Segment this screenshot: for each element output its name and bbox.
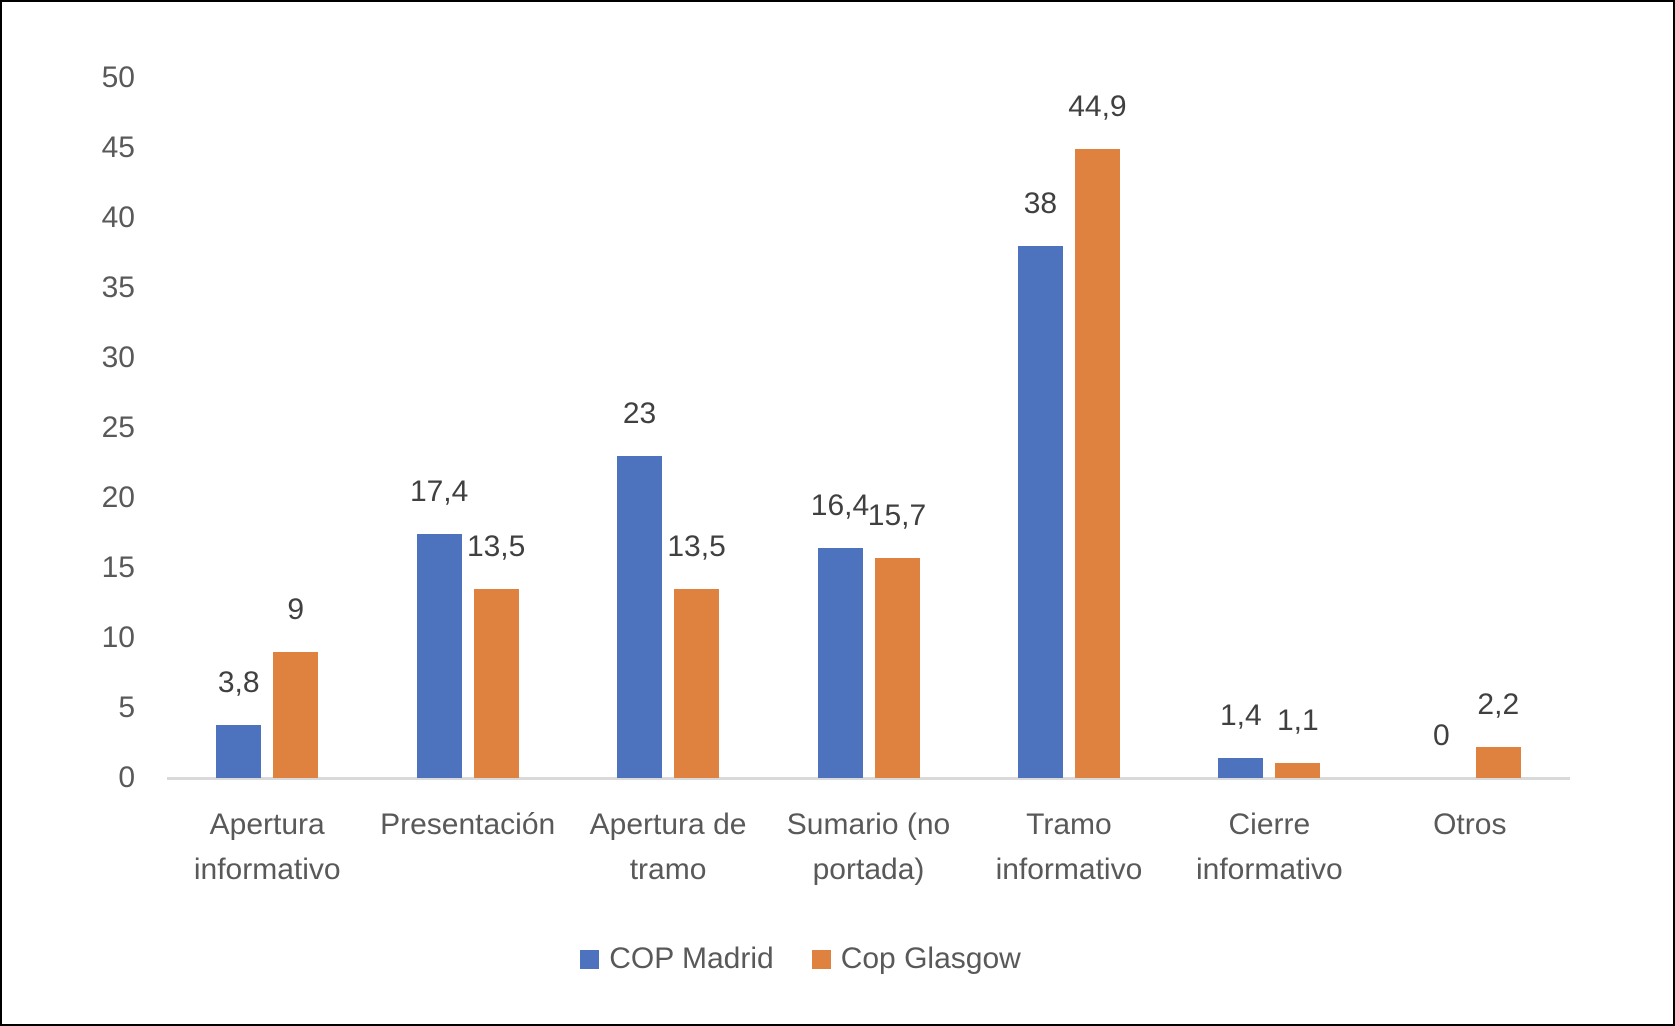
data-label: 1,4 (1219, 699, 1262, 733)
data-label: 17,4 (409, 475, 469, 509)
y-axis-tick-label: 20 (101, 481, 135, 514)
bar-cop-madrid (817, 548, 863, 778)
data-label: 9 (287, 593, 305, 626)
bar-cop-madrid (216, 724, 262, 778)
y-axis-tick-label: 45 (101, 131, 135, 164)
y-axis-tick-label: 15 (101, 551, 135, 584)
bar-cop-madrid (1017, 246, 1063, 778)
legend: COP Madrid Cop Glasgow (2, 938, 1636, 980)
bar-cop-glasgow (674, 589, 720, 778)
x-axis-category-label: Apertura informativo (193, 808, 341, 886)
data-label: 38 (1023, 187, 1058, 220)
y-axis-tick-label: 30 (101, 341, 135, 374)
legend-swatch-icon (580, 949, 600, 969)
bar-cop-glasgow (1275, 762, 1321, 778)
data-label: 3,8 (217, 665, 260, 699)
bar-cop-madrid (1218, 758, 1264, 778)
y-axis-tick-label: 25 (101, 411, 135, 444)
x-axis-category-label: Presentación (380, 808, 556, 841)
legend-item: Cop Glasgow (811, 938, 1021, 980)
bar-cop-madrid (617, 456, 663, 778)
data-label: 13,5 (667, 530, 726, 563)
data-label: 13,5 (466, 530, 526, 563)
x-axis-category-label: Apertura de tramo (589, 808, 747, 886)
bar-cop-glasgow (273, 652, 319, 778)
legend-label: Cop Glasgow (840, 942, 1021, 975)
legend-swatch-icon (811, 949, 831, 969)
y-axis-tick-label: 40 (101, 201, 135, 234)
y-axis-tick-label: 10 (101, 621, 135, 654)
data-label: 0 (1432, 719, 1450, 752)
data-label: 23 (622, 397, 657, 430)
data-label: 1,1 (1276, 703, 1319, 737)
data-label: 16,4 (810, 489, 870, 523)
x-axis-category-label: Tramo informativo (995, 808, 1143, 886)
y-axis-tick-label: 0 (118, 761, 135, 794)
bar-cop-glasgow (1074, 149, 1120, 778)
bar-cop-madrid (416, 534, 462, 778)
data-label: 44,9 (1068, 90, 1127, 124)
data-label: 2,2 (1477, 688, 1520, 722)
bar-cop-glasgow (1475, 747, 1521, 778)
x-axis-category-label: Cierre informativo (1195, 808, 1343, 886)
legend-item: COP Madrid (580, 938, 774, 980)
x-axis-category-label: Otros (1433, 808, 1507, 841)
bar-cop-glasgow (473, 589, 519, 778)
x-axis-line (167, 777, 1570, 780)
x-axis-category-label: Sumario (no portada) (786, 808, 951, 886)
y-axis-tick-label: 35 (101, 271, 135, 304)
legend-label: COP Madrid (609, 942, 774, 975)
y-axis-tick-label: 50 (101, 61, 135, 94)
bar-cop-glasgow (874, 558, 920, 778)
y-axis-tick-label: 5 (118, 691, 135, 724)
data-label: 15,7 (867, 499, 927, 533)
